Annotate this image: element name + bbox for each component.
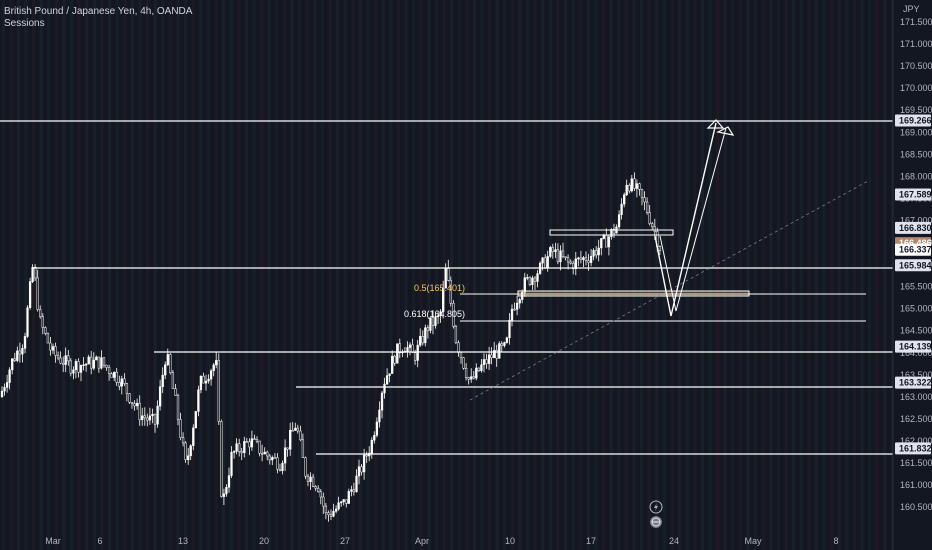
price-tick-label: 169.500 <box>900 105 932 115</box>
symbol-title[interactable]: British Pound / Japanese Yen, 4h, OANDA <box>4 6 193 17</box>
svg-text:164.139: 164.139 <box>899 342 932 352</box>
currency-label: JPY <box>903 4 920 14</box>
time-tick-label: 20 <box>259 536 269 546</box>
indicator-title[interactable]: Sessions <box>4 18 45 29</box>
time-tick-label: 17 <box>586 536 596 546</box>
projection-path-outline <box>659 127 727 312</box>
trend-line-dashed <box>469 180 869 401</box>
price-tag: 167.589 <box>895 188 932 201</box>
projection-arrow-head <box>706 119 725 129</box>
price-tick-label: 171.000 <box>900 39 932 49</box>
resistance-box <box>549 229 674 236</box>
price-tick-label: 163.000 <box>900 392 932 402</box>
price-tick-label: 164.500 <box>900 326 932 336</box>
svg-text:169.266: 169.266 <box>899 116 932 126</box>
svg-text:163.322: 163.322 <box>899 378 932 388</box>
svg-text:166.486: 166.486 <box>899 238 932 248</box>
price-tag: 163.322 <box>895 376 932 389</box>
time-tick-label: Apr <box>415 536 429 546</box>
svg-text:165.984: 165.984 <box>899 260 932 270</box>
drawing-tools[interactable]: 0.5(165.401) 0.618(164.805) <box>0 119 893 455</box>
projection-path <box>654 122 717 317</box>
price-tick-label: 161.000 <box>900 480 932 490</box>
price-tag: 169.266 <box>895 114 932 127</box>
price-tick-label: 169.000 <box>900 127 932 137</box>
time-tick-label: May <box>744 536 762 546</box>
price-tick-label: 165.500 <box>900 282 932 292</box>
price-tag: 166.337 <box>895 243 932 256</box>
projection-arrow-head-2 <box>716 126 735 136</box>
fib-label-0-5: 0.5(165.401) <box>414 283 465 293</box>
support-box <box>517 290 750 297</box>
price-tick-label: 168.500 <box>900 149 932 159</box>
svg-text:161.832: 161.832 <box>899 443 932 453</box>
price-tick-label: 161.500 <box>900 458 932 468</box>
price-tag: 164.139 <box>895 340 932 353</box>
time-tick-label: 10 <box>505 536 515 546</box>
price-tag: 166.830 <box>895 221 932 234</box>
earth-icon[interactable] <box>650 516 662 528</box>
price-tick-label: 164.000 <box>900 348 932 358</box>
price-tag: 165.984 <box>895 259 932 272</box>
time-tick-label: Mar <box>45 536 61 546</box>
price-tick-label: 170.500 <box>900 61 932 71</box>
time-tick-label: 13 <box>178 536 188 546</box>
session-background-stripes <box>9 0 879 550</box>
time-tick-label: 8 <box>833 536 838 546</box>
price-tick-label: 165.000 <box>900 304 932 314</box>
chart-legend: British Pound / Japanese Yen, 4h, OANDA … <box>4 6 192 30</box>
time-tick-label: 6 <box>97 536 102 546</box>
time-tick-label: 24 <box>669 536 679 546</box>
fib-label-0-618: 0.618(164.805) <box>404 309 465 319</box>
price-tick-label: 162.000 <box>900 436 932 446</box>
price-tick-label: 163.500 <box>900 370 932 380</box>
svg-text:167.589: 167.589 <box>899 190 932 200</box>
lightning-icon[interactable] <box>649 500 663 514</box>
svg-text:166.337: 166.337 <box>899 245 932 255</box>
price-tick-label: 167.000 <box>900 216 932 226</box>
time-axis[interactable]: Mar 6 13 20 27 Apr 10 17 24 May 8 <box>45 536 838 546</box>
candlestick-series <box>0 172 662 522</box>
price-tag: 161.832 <box>895 442 932 455</box>
time-tick-label: 27 <box>340 536 350 546</box>
price-tick-label: 170.000 <box>900 83 932 93</box>
price-tick-label: 162.500 <box>900 414 932 424</box>
price-tick-label: 160.500 <box>900 502 932 512</box>
price-axis[interactable]: JPY 171.500171.000170.500170.000169.5001… <box>892 0 932 550</box>
price-tick-label: 171.500 <box>900 17 932 27</box>
price-tick-label: 168.000 <box>900 171 932 181</box>
svg-text:166.830: 166.830 <box>899 223 932 233</box>
